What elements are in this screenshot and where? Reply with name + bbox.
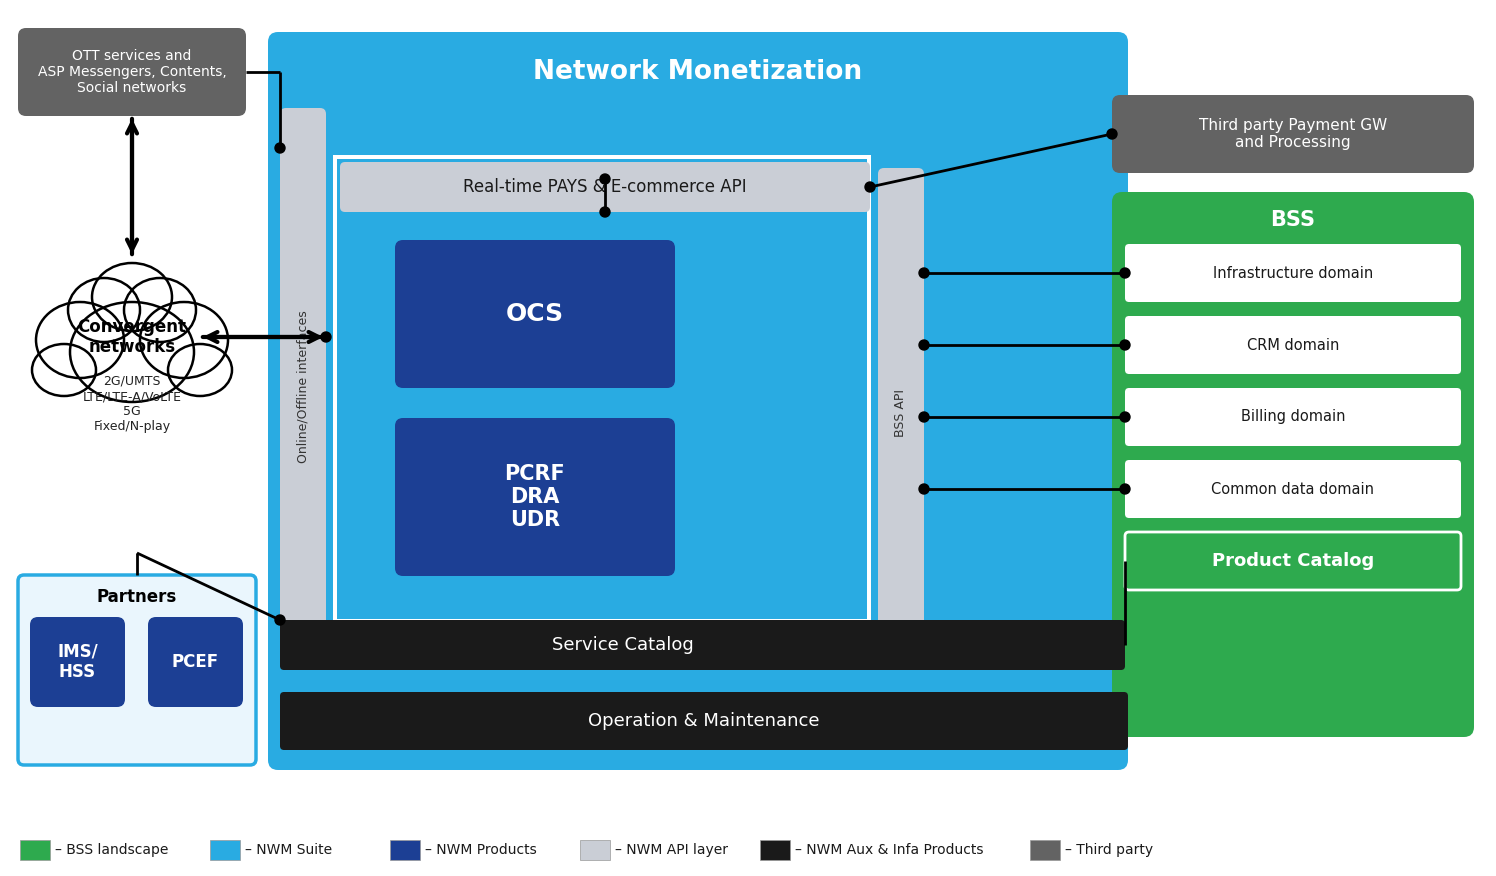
FancyBboxPatch shape	[1125, 388, 1462, 446]
Ellipse shape	[31, 344, 96, 396]
Text: Convergent
networks: Convergent networks	[78, 318, 187, 357]
FancyBboxPatch shape	[878, 168, 925, 658]
Text: OTT services and
ASP Messengers, Contents,
Social networks: OTT services and ASP Messengers, Content…	[37, 49, 226, 95]
Text: BSS: BSS	[1270, 210, 1315, 230]
Circle shape	[600, 174, 610, 184]
Text: BSS API: BSS API	[895, 389, 908, 437]
Circle shape	[1121, 340, 1129, 350]
Text: CRM domain: CRM domain	[1246, 337, 1339, 352]
FancyBboxPatch shape	[1112, 192, 1474, 737]
Text: 2G/UMTS
LTE/LTE-A/VoLTE
5G
Fixed/N-play: 2G/UMTS LTE/LTE-A/VoLTE 5G Fixed/N-play	[82, 375, 181, 433]
Ellipse shape	[91, 263, 172, 331]
Text: – NWM API layer: – NWM API layer	[615, 843, 729, 857]
FancyBboxPatch shape	[280, 108, 326, 666]
FancyBboxPatch shape	[280, 620, 1125, 670]
Bar	[760, 840, 790, 860]
Text: Third party Payment GW
and Processing: Third party Payment GW and Processing	[1198, 117, 1387, 150]
Text: Operation & Maintenance: Operation & Maintenance	[588, 712, 820, 730]
FancyBboxPatch shape	[280, 692, 1128, 750]
Bar	[209, 840, 239, 860]
Text: IMS/
HSS: IMS/ HSS	[57, 643, 97, 682]
Bar	[580, 840, 610, 860]
Text: Billing domain: Billing domain	[1240, 409, 1345, 425]
FancyBboxPatch shape	[30, 617, 126, 707]
Text: – Third party: – Third party	[1065, 843, 1153, 857]
Text: – BSS landscape: – BSS landscape	[55, 843, 169, 857]
FancyBboxPatch shape	[148, 617, 242, 707]
Circle shape	[275, 143, 286, 153]
FancyBboxPatch shape	[1125, 460, 1462, 518]
Circle shape	[1121, 412, 1129, 422]
Bar	[390, 840, 420, 860]
FancyBboxPatch shape	[268, 32, 1128, 770]
Text: PCRF
DRA
UDR: PCRF DRA UDR	[504, 463, 565, 530]
Circle shape	[1107, 129, 1118, 139]
Text: Online/Offline interfaces: Online/Offline interfaces	[296, 311, 310, 463]
Text: OCS: OCS	[506, 302, 564, 326]
Circle shape	[600, 207, 610, 217]
Text: Product Catalog: Product Catalog	[1212, 552, 1375, 570]
Text: Real-time PAYS & E-commerce API: Real-time PAYS & E-commerce API	[464, 178, 747, 196]
Text: Service Catalog: Service Catalog	[552, 636, 693, 654]
Text: – NWM Products: – NWM Products	[425, 843, 537, 857]
Circle shape	[919, 484, 929, 494]
Circle shape	[322, 332, 331, 342]
Bar	[19, 840, 49, 860]
FancyBboxPatch shape	[1125, 532, 1462, 590]
FancyBboxPatch shape	[1125, 316, 1462, 374]
Ellipse shape	[67, 278, 141, 342]
Text: PCEF: PCEF	[172, 653, 218, 671]
Circle shape	[275, 615, 286, 625]
Text: – NWM Aux & Infa Products: – NWM Aux & Infa Products	[794, 843, 983, 857]
Circle shape	[1121, 484, 1129, 494]
FancyBboxPatch shape	[395, 418, 675, 576]
FancyBboxPatch shape	[18, 28, 245, 116]
Ellipse shape	[168, 344, 232, 396]
Circle shape	[919, 412, 929, 422]
FancyBboxPatch shape	[395, 240, 675, 388]
Ellipse shape	[36, 302, 124, 378]
Text: Partners: Partners	[97, 588, 177, 606]
FancyBboxPatch shape	[1112, 95, 1474, 173]
FancyBboxPatch shape	[1125, 244, 1462, 302]
Bar	[334, 155, 871, 623]
Text: Infrastructure domain: Infrastructure domain	[1213, 265, 1373, 280]
Bar	[1031, 840, 1061, 860]
Text: Network Monetization: Network Monetization	[534, 59, 863, 85]
Ellipse shape	[70, 302, 194, 402]
Ellipse shape	[141, 302, 227, 378]
Circle shape	[865, 182, 875, 192]
FancyBboxPatch shape	[18, 575, 256, 765]
FancyBboxPatch shape	[340, 162, 871, 212]
Circle shape	[1121, 268, 1129, 278]
Ellipse shape	[124, 278, 196, 342]
Text: Common data domain: Common data domain	[1212, 482, 1375, 497]
Circle shape	[919, 340, 929, 350]
Circle shape	[919, 268, 929, 278]
Text: – NWM Suite: – NWM Suite	[245, 843, 332, 857]
Bar	[337, 159, 868, 619]
